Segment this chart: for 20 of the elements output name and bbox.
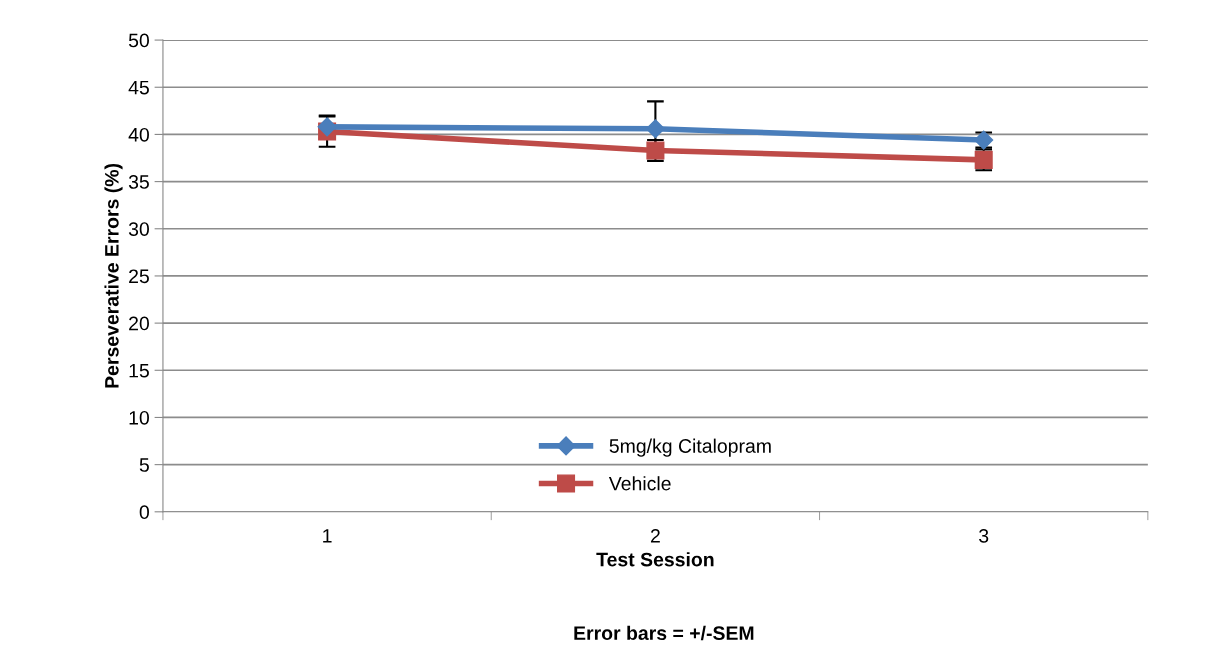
y-tick-label: 25 [129,269,149,284]
y-tick-label: 35 [128,175,149,189]
legend-label: Vehicle [608,476,671,491]
y-tick-label: 40 [128,127,149,142]
x-tick-label: 3 [979,528,989,543]
legend-label: 5mg/kg Citalopram [609,438,771,457]
x-tick-label: 2 [650,528,660,543]
y-tick-label: 30 [128,222,149,236]
y-axis-title: Perseverative Errors (%) [104,163,123,388]
x-tick-label: 1 [323,529,332,543]
text: Error bars = +/-SEM [574,625,754,641]
x-axis-title: Test Session [596,552,714,567]
y-tick-label: 15 [129,363,149,378]
y-tick-label: 50 [128,33,149,48]
y-tick-label: 0 [139,505,149,520]
y-tick-label: 45 [128,80,149,95]
y-tick-label: 20 [129,316,149,331]
y-tick-label: 5 [139,458,149,472]
y-tick-label: 10 [129,410,149,425]
point [645,119,665,139]
